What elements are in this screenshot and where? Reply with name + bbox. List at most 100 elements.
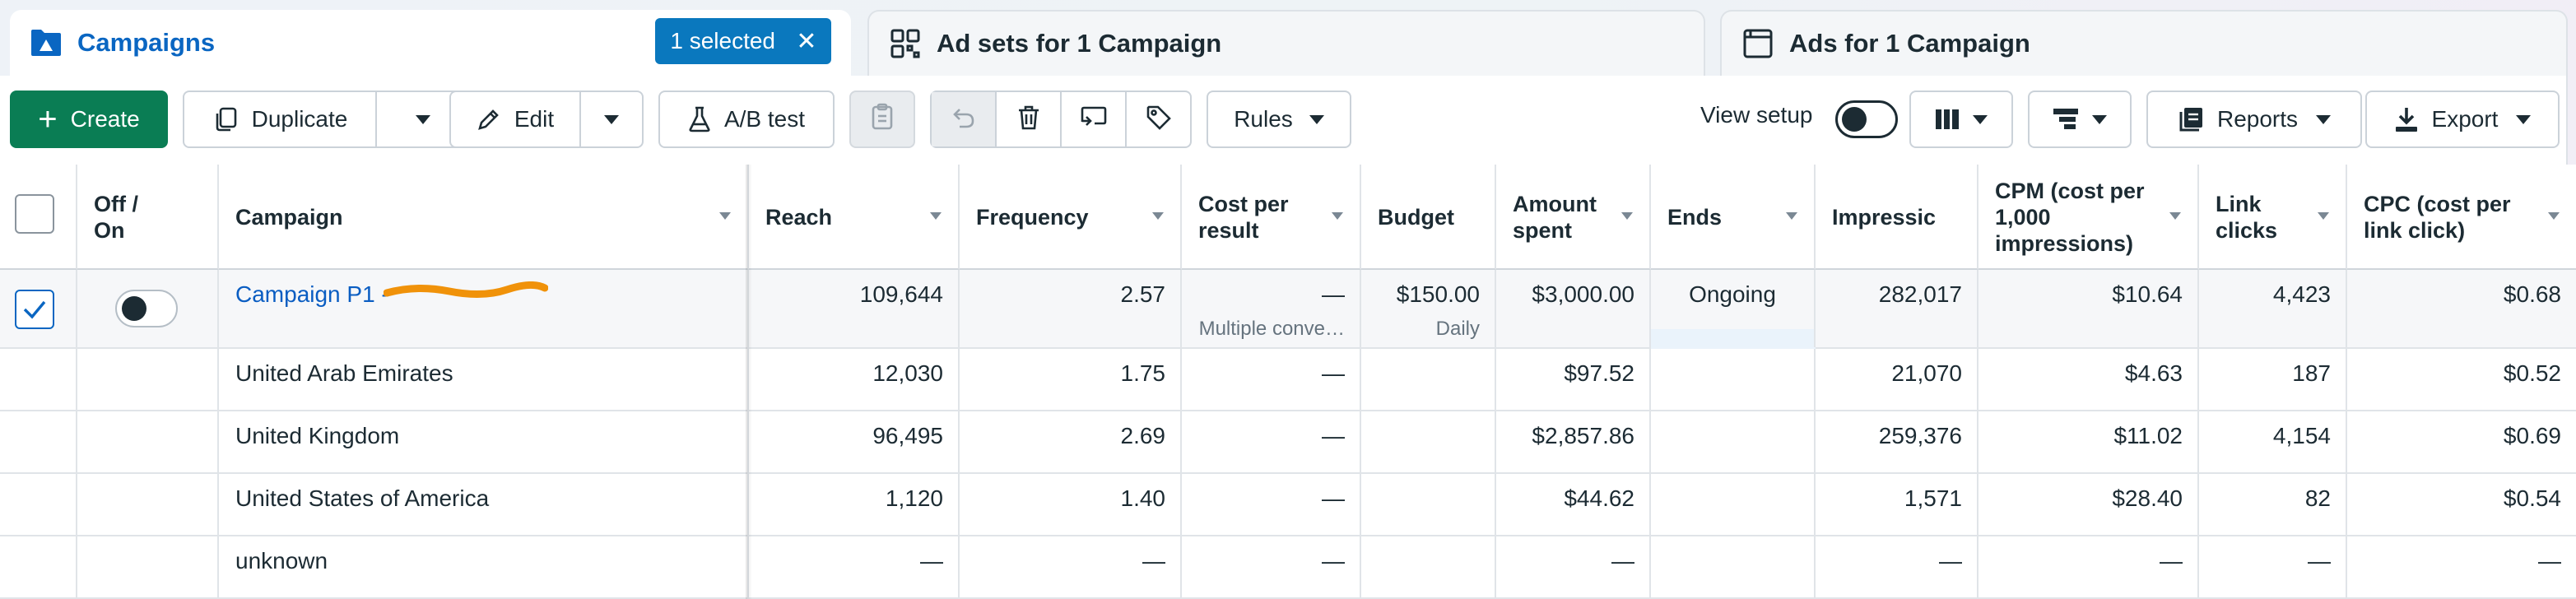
table-row: United Kingdom 96,495 2.69 — $2,857.86 2… [0, 411, 2576, 474]
breakdown-frequency: 1.75 [960, 349, 1182, 410]
window-icon [1741, 27, 1774, 60]
header-reach-label: Reach [765, 205, 833, 230]
breakdown-link-clicks: — [2199, 536, 2347, 597]
edit-label: Edit [514, 106, 555, 132]
header-amount-spent-label: Amount spent [1513, 192, 1597, 243]
preview-button[interactable] [1062, 92, 1127, 146]
ends-cell-highlight [1651, 329, 1816, 349]
undo-icon [951, 105, 976, 134]
create-label: Create [70, 106, 140, 132]
paste-button[interactable] [849, 91, 915, 148]
breakdown-ends [1651, 536, 1816, 597]
header-cpm-label: CPM (cost per 1,000 impressions) [1995, 179, 2145, 256]
header-cpm[interactable]: CPM (cost per 1,000 impressions) [1978, 165, 2199, 270]
chevron-down-icon [2316, 114, 2332, 124]
preview-icon [1080, 105, 1108, 134]
campaign-impressions: 282,017 [1816, 270, 1978, 347]
tag-button[interactable] [1127, 92, 1190, 146]
tab-campaigns[interactable]: Campaigns 1 selected ✕ [10, 10, 851, 76]
reports-button[interactable]: Reports [2146, 91, 2362, 148]
campaign-on-off-toggle[interactable] [115, 290, 178, 327]
breakdown-cpc: $0.52 [2503, 360, 2561, 386]
breakdown-name: United Kingdom [219, 411, 749, 472]
header-cost-per-result[interactable]: Cost per result [1182, 165, 1361, 270]
tab-adsets[interactable]: Ad sets for 1 Campaign [867, 10, 1705, 76]
create-button[interactable]: + Create [10, 91, 168, 148]
plus-icon: + [38, 101, 58, 137]
sort-icon [930, 212, 942, 220]
selected-count-label: 1 selected [670, 28, 775, 53]
empty-cell [77, 536, 219, 597]
header-impressions-label: Impressic [1832, 205, 1937, 230]
view-setup-toggle[interactable] [1835, 100, 1898, 138]
header-link-clicks[interactable]: Link clicks [2199, 165, 2347, 270]
campaign-row[interactable]: Campaign P1 - 109,644 2.57 — Multiple co… [0, 270, 2576, 349]
selected-count-badge[interactable]: 1 selected ✕ [655, 18, 831, 64]
folder-flag-icon [30, 26, 63, 59]
campaign-name-link[interactable]: Campaign P1 - [235, 281, 389, 307]
reports-icon [2178, 107, 2204, 132]
breakdown-impressions: — [1816, 536, 1978, 597]
campaign-cost-per-result: — [1322, 281, 1345, 307]
campaign-cpc: $0.68 [2503, 281, 2561, 307]
header-impressions[interactable]: Impressic [1816, 165, 1978, 270]
sort-icon [1621, 212, 1633, 220]
chevron-down-icon [416, 114, 430, 124]
flask-icon [688, 106, 711, 132]
breakdown-impressions: 21,070 [1816, 349, 1978, 410]
select-all-checkbox[interactable] [15, 194, 54, 234]
columns-button[interactable] [1909, 91, 2013, 148]
header-cpc[interactable]: CPC (cost per link click) [2347, 165, 2576, 270]
pencil-icon [477, 107, 501, 132]
tab-ads[interactable]: Ads for 1 Campaign [1720, 10, 2568, 76]
empty-cell [0, 411, 77, 472]
duplicate-button[interactable]: Duplicate [184, 92, 375, 146]
header-reach[interactable]: Reach [749, 165, 960, 270]
sort-icon [2318, 212, 2329, 220]
download-icon [2394, 106, 2419, 132]
breakdown-cost-per-result: — [1182, 411, 1361, 472]
breakdown-button[interactable] [2028, 91, 2132, 148]
undo-button[interactable] [932, 92, 997, 146]
header-amount-spent[interactable]: Amount spent [1496, 165, 1651, 270]
row-actions-group [930, 91, 1192, 148]
rules-button[interactable]: Rules [1207, 91, 1351, 148]
select-all-cell [0, 165, 77, 270]
breakdown-cpc: $0.54 [2503, 485, 2561, 511]
header-frequency[interactable]: Frequency [960, 165, 1182, 270]
campaign-link-clicks: 4,423 [2199, 270, 2347, 347]
breakdown-ends [1651, 349, 1816, 410]
tab-adsets-label: Ad sets for 1 Campaign [937, 29, 1222, 58]
export-button[interactable]: Export [2365, 91, 2560, 148]
breakdown-amount-spent: $2,857.86 [1496, 411, 1651, 472]
header-campaign[interactable]: Campaign [219, 165, 749, 270]
campaign-budget-cell[interactable]: $150.00 Daily [1361, 270, 1496, 347]
header-cpc-label: CPC (cost per link click) [2364, 192, 2511, 243]
delete-button[interactable] [997, 92, 1062, 146]
tab-campaigns-label: Campaigns [77, 28, 216, 57]
header-ends[interactable]: Ends [1651, 165, 1816, 270]
header-budget[interactable]: Budget [1361, 165, 1496, 270]
campaigns-table: Off / On Campaign Reach Frequency Cost p… [0, 165, 2576, 599]
chevron-down-icon [2092, 114, 2107, 124]
row-checkbox[interactable] [15, 290, 54, 329]
row-select-cell [0, 270, 77, 347]
edit-button[interactable]: Edit [451, 92, 579, 146]
campaign-name-cell[interactable]: Campaign P1 - [219, 270, 749, 347]
header-budget-label: Budget [1378, 205, 1454, 230]
header-link-clicks-label: Link clicks [2216, 192, 2278, 243]
breakdown-amount-spent: $44.62 [1496, 474, 1651, 535]
sort-icon [719, 212, 731, 220]
header-campaign-label: Campaign [235, 205, 343, 230]
sort-icon [1332, 212, 1343, 220]
breakdown-cpm: $28.40 [1978, 474, 2199, 535]
breakdown-impressions: 1,571 [1816, 474, 1978, 535]
edit-dropdown-button[interactable] [581, 92, 642, 146]
breakdown-link-clicks: 82 [2199, 474, 2347, 535]
ab-test-button[interactable]: A/B test [658, 91, 835, 148]
breakdown-frequency: 2.69 [960, 411, 1182, 472]
breakdown-link-clicks: 187 [2199, 349, 2347, 410]
breakdown-cpc: $0.69 [2503, 423, 2561, 448]
duplicate-dropdown-button[interactable] [377, 92, 469, 146]
clear-selection-icon[interactable]: ✕ [796, 27, 817, 55]
